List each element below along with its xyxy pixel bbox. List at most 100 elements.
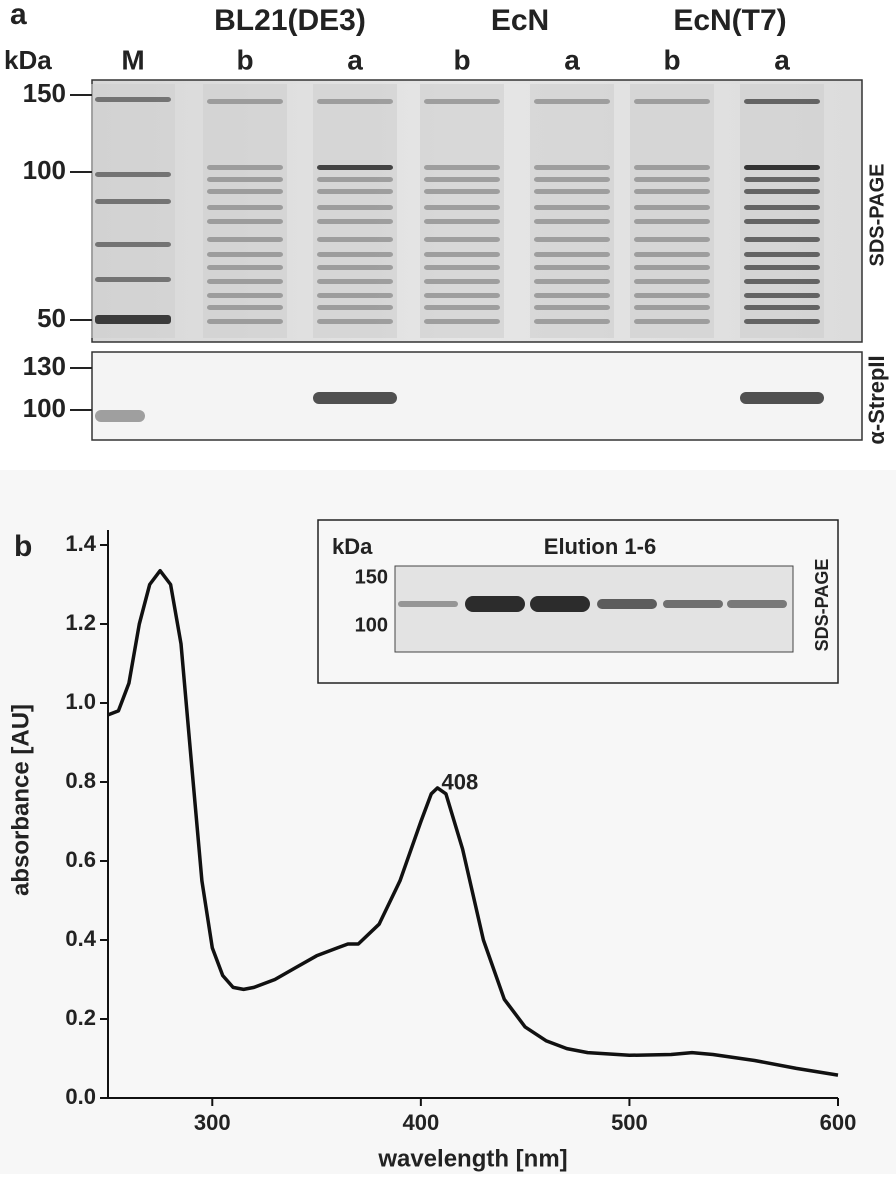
gel-band [634, 99, 710, 104]
gel-band [424, 165, 500, 170]
y-tick-label: 1.0 [65, 689, 96, 714]
gel-band [424, 252, 500, 257]
gel-band [534, 219, 610, 224]
lane-label: b [236, 44, 253, 75]
gel-band [317, 99, 393, 104]
gel-band [424, 237, 500, 242]
gel-band [534, 237, 610, 242]
strain-label: BL21(DE3) [214, 4, 366, 37]
gel-band [534, 305, 610, 310]
gel-band [634, 237, 710, 242]
gel-band [634, 177, 710, 182]
lane-label: a [564, 44, 580, 75]
inset-kda: kDa [332, 534, 373, 559]
inset-title: Elution 1-6 [544, 534, 656, 559]
gel-band [744, 219, 820, 224]
gel-band [95, 315, 171, 324]
lane [740, 84, 824, 338]
gel-band [317, 265, 393, 270]
gel-band [424, 177, 500, 182]
y-tick-label: 1.4 [65, 531, 96, 556]
y-tick-label: 1.2 [65, 610, 96, 635]
gel-band [424, 99, 500, 104]
gel-band [207, 305, 283, 310]
gel-side-label: SDS-PAGE [866, 164, 888, 267]
gel-band [634, 189, 710, 194]
lane [91, 84, 175, 338]
marker-label: 50 [37, 303, 66, 333]
gel-band [317, 219, 393, 224]
gel-band [744, 177, 820, 182]
inset-band [663, 600, 723, 608]
marker-label: 150 [23, 78, 66, 108]
gel-band [534, 165, 610, 170]
blot-side-label: α-StrepII [864, 355, 889, 444]
lane [630, 84, 714, 338]
panel-label: a [10, 0, 27, 31]
gel-band [534, 205, 610, 210]
gel-band [317, 252, 393, 257]
gel-band [95, 199, 171, 204]
inset-band [597, 599, 657, 609]
gel-band [207, 279, 283, 284]
gel-band [744, 265, 820, 270]
gel-band [634, 205, 710, 210]
gel-band [534, 279, 610, 284]
lane [530, 84, 614, 338]
gel-band [95, 277, 171, 282]
y-tick-label: 0.2 [65, 1005, 96, 1030]
gel-band [95, 97, 171, 102]
x-tick-label: 600 [820, 1110, 857, 1135]
gel-band [424, 305, 500, 310]
gel-band [744, 293, 820, 298]
lane-label: b [663, 44, 680, 75]
gel-band [744, 189, 820, 194]
gel-band [317, 189, 393, 194]
inset-marker: 150 [355, 566, 388, 588]
gel-band [207, 99, 283, 104]
gel-band [744, 252, 820, 257]
y-tick-label: 0.6 [65, 847, 96, 872]
lane [313, 84, 397, 338]
strain-label: EcN(T7) [673, 4, 786, 37]
lane-label: b [453, 44, 470, 75]
strain-label: EcN [491, 4, 549, 37]
marker-label: 100 [23, 393, 66, 423]
gel-band [634, 219, 710, 224]
gel-band [744, 99, 820, 104]
gel-band [317, 305, 393, 310]
gel-band [207, 165, 283, 170]
gel-band [317, 205, 393, 210]
gel-band [634, 265, 710, 270]
lane [420, 84, 504, 338]
gel-band [207, 252, 283, 257]
gel-band [424, 189, 500, 194]
gel-band [744, 165, 820, 170]
inset-band [727, 600, 787, 608]
gel-band [744, 205, 820, 210]
gel-band [207, 177, 283, 182]
gel-band [534, 189, 610, 194]
gel-band [424, 205, 500, 210]
gel-band [534, 177, 610, 182]
gel-band [95, 242, 171, 247]
gel-band [207, 205, 283, 210]
peak-annotation: 408 [442, 770, 479, 795]
western-blot [91, 351, 863, 441]
y-tick-label: 0.4 [65, 926, 96, 951]
lane [203, 84, 287, 338]
gel-band [317, 177, 393, 182]
gel-band [207, 319, 283, 324]
gel-band [207, 189, 283, 194]
gel-band [744, 279, 820, 284]
gel-band [534, 319, 610, 324]
gel-band [634, 279, 710, 284]
marker-label: 130 [23, 351, 66, 381]
gel-band [634, 305, 710, 310]
inset-band [465, 596, 525, 612]
gel-band [634, 252, 710, 257]
gel-band [317, 165, 393, 170]
gel-band [207, 219, 283, 224]
gel-band [534, 99, 610, 104]
